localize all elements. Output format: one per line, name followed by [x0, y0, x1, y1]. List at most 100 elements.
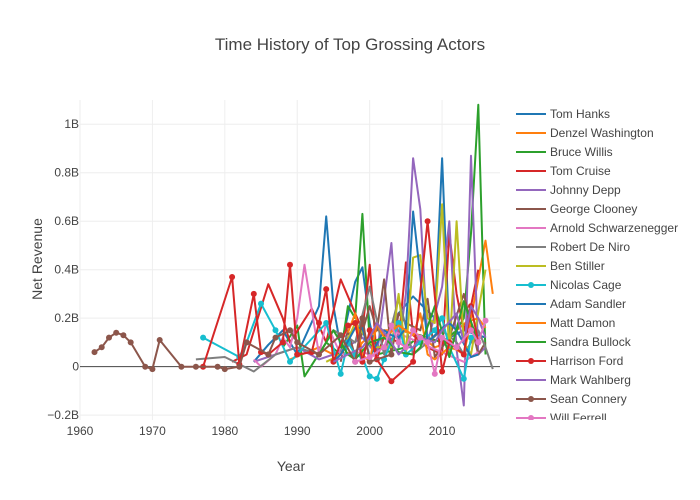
legend-label: Robert De Niro — [550, 240, 630, 254]
data-point — [381, 344, 388, 351]
data-point — [294, 339, 301, 346]
data-point — [221, 366, 228, 373]
data-point — [453, 344, 460, 351]
legend[interactable]: Tom Hanks Denzel Washington Bruce Willis To… — [516, 107, 678, 425]
legend-item[interactable]: Will Ferrell — [516, 411, 607, 425]
legend-item[interactable]: Denzel Washington — [516, 126, 654, 140]
data-point — [344, 322, 351, 329]
series-will-ferrell — [352, 317, 489, 377]
data-point — [178, 363, 185, 370]
legend-item[interactable]: Tom Hanks — [516, 107, 610, 121]
legend-item[interactable]: Nicolas Cage — [516, 278, 622, 292]
data-point — [192, 363, 199, 370]
data-point — [316, 351, 322, 358]
legend-item[interactable]: Matt Damon — [516, 316, 615, 330]
data-point — [106, 334, 112, 341]
data-point — [113, 329, 120, 336]
data-point — [439, 334, 446, 341]
legend-marker — [528, 415, 534, 420]
data-point — [323, 320, 330, 326]
data-point — [395, 320, 402, 326]
y-tick-label: 0.2B — [54, 311, 79, 325]
data-point — [388, 322, 395, 329]
data-point — [214, 363, 221, 370]
y-tick-label: 0.4B — [54, 263, 79, 277]
y-tick-label: 0.6B — [54, 214, 79, 228]
series-adam-sandler — [332, 210, 479, 363]
data-point — [417, 334, 424, 341]
data-point — [373, 375, 380, 382]
y-axis-title: Net Revenue — [29, 218, 45, 300]
legend-item[interactable]: Johnny Depp — [516, 183, 621, 197]
legend-item[interactable]: Sean Connery — [516, 392, 627, 406]
legend-item[interactable]: Arnold Schwarzenegger — [516, 221, 678, 235]
data-point — [279, 339, 286, 346]
data-point — [460, 375, 467, 382]
legend-marker — [528, 358, 534, 364]
y-axis-ticks: −0.2B 0 0.2B 0.4B 0.6B 0.8B 1B — [47, 117, 79, 422]
legend-item[interactable]: Mark Wahlberg — [516, 373, 631, 387]
data-point — [287, 327, 293, 334]
legend-item[interactable]: Ben Stiller — [516, 259, 605, 273]
series-mark-wahlberg — [332, 305, 487, 363]
data-point — [410, 358, 417, 365]
legend-item[interactable]: Robert De Niro — [516, 240, 630, 254]
legend-item[interactable]: Harrison Ford — [516, 354, 623, 368]
x-axis-ticks: 1960 1970 1980 1990 2000 2010 — [67, 424, 456, 438]
legend-label: Ben Stiller — [550, 259, 605, 273]
data-point — [402, 344, 409, 351]
data-point — [366, 327, 373, 334]
series-sean-connery — [91, 315, 395, 373]
data-point — [352, 358, 359, 365]
data-point — [424, 218, 431, 225]
data-point — [272, 334, 279, 341]
legend-label: Arnold Schwarzenegger — [550, 221, 678, 235]
legend-label: Bruce Willis — [550, 145, 613, 159]
data-point — [323, 286, 330, 293]
data-point — [98, 344, 105, 351]
data-point — [431, 327, 438, 334]
data-point — [395, 339, 402, 346]
legend-item[interactable]: Bruce Willis — [516, 145, 613, 159]
data-point — [468, 327, 474, 334]
legend-item[interactable]: George Clooney — [516, 202, 637, 216]
y-tick-label: 1B — [64, 117, 79, 131]
data-point — [156, 337, 163, 343]
data-point — [388, 378, 395, 385]
legend-label: Tom Cruise — [550, 164, 611, 178]
data-point — [91, 349, 98, 356]
data-point — [265, 351, 272, 358]
legend-label: Harrison Ford — [550, 354, 623, 368]
data-point — [366, 358, 373, 365]
x-tick-label: 1990 — [284, 424, 311, 438]
data-point — [352, 320, 359, 326]
legend-label: Sean Connery — [550, 392, 627, 406]
x-tick-label: 1980 — [211, 424, 238, 438]
data-point — [366, 354, 373, 360]
legend-item[interactable]: Sandra Bullock — [516, 335, 632, 349]
data-point — [410, 327, 417, 334]
legend-marker — [528, 396, 534, 402]
data-point — [287, 261, 293, 268]
legend-label: Matt Damon — [550, 316, 615, 330]
data-point — [250, 290, 257, 297]
y-tick-label: −0.2B — [47, 408, 79, 422]
data-point — [482, 317, 489, 324]
y-tick-label: 0 — [72, 360, 79, 374]
data-point — [424, 339, 431, 346]
legend-marker — [528, 282, 534, 288]
x-tick-label: 1960 — [67, 424, 94, 438]
legend-item[interactable]: Adam Sandler — [516, 297, 626, 311]
legend-label: Nicolas Cage — [550, 278, 622, 292]
data-point — [149, 366, 156, 373]
data-point — [236, 363, 243, 370]
legend-label: Denzel Washington — [550, 126, 654, 140]
chart-title: Time History of Top Grossing Actors — [215, 35, 485, 54]
data-point — [127, 339, 134, 346]
data-point — [142, 363, 149, 370]
legend-item[interactable]: Tom Cruise — [516, 164, 611, 178]
data-point — [294, 351, 301, 358]
x-tick-label: 2010 — [429, 424, 456, 438]
data-point — [337, 370, 344, 377]
data-point — [460, 351, 467, 358]
